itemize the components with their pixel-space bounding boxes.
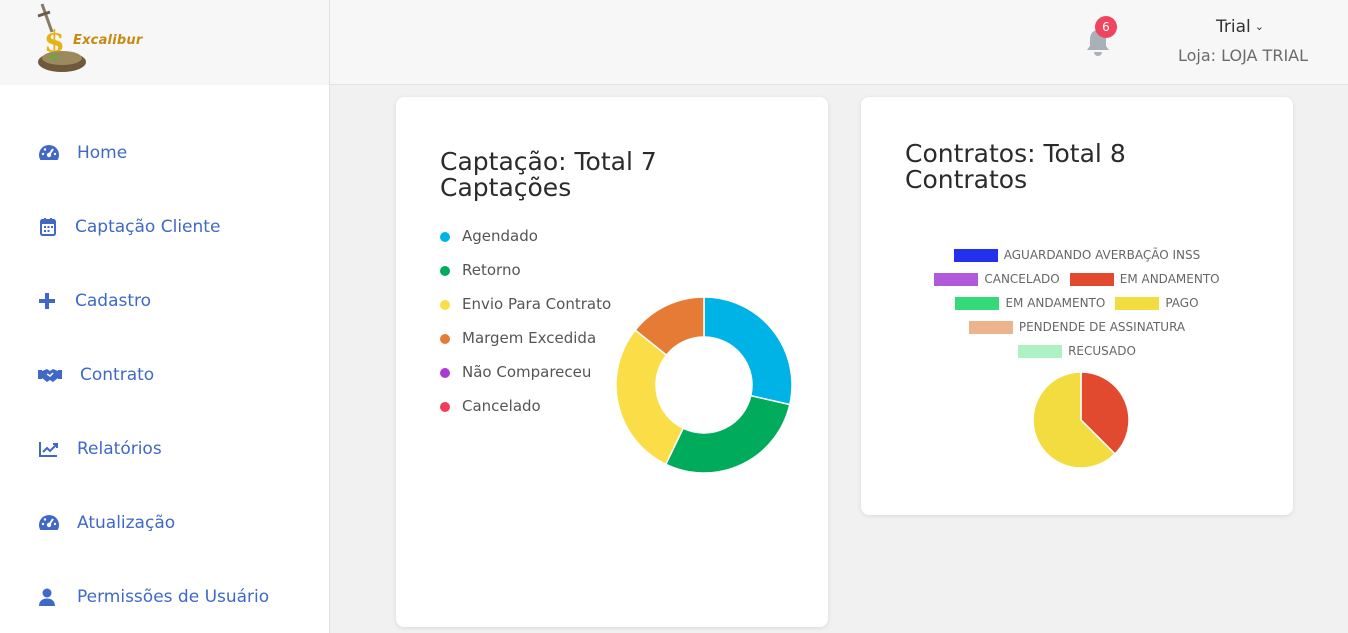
slice-envio-para-contrato[interactable] xyxy=(615,329,685,466)
chart-line-icon xyxy=(38,439,60,459)
legend-label: Agendado xyxy=(462,227,538,245)
legend-label: EM ANDAMENTO xyxy=(1005,296,1106,310)
legend-swatch xyxy=(1115,296,1160,310)
legend-item-retorno[interactable]: Retorno xyxy=(440,258,620,283)
legend-dot xyxy=(440,334,450,344)
legend-label: RECUSADO xyxy=(1068,344,1136,358)
sidebar-item-permissoes[interactable]: Permissões de Usuário xyxy=(38,587,269,607)
calendar-icon xyxy=(38,217,60,237)
excalibur-logo-icon: $ xyxy=(37,3,86,72)
user-icon xyxy=(38,587,60,607)
sidebar-item-atualizacao[interactable]: Atualização xyxy=(38,513,175,533)
plus-icon xyxy=(38,291,60,311)
legend-label: Não Compareceu xyxy=(462,363,592,381)
dashboard-icon xyxy=(38,513,60,533)
legend-dot xyxy=(440,300,450,310)
sidebar-item-label: Cadastro xyxy=(75,291,152,311)
legend-item-aguardando[interactable]: AGUARDANDO AVERBAÇÃO INSS xyxy=(953,248,1201,262)
logo[interactable]: $ Excalibur xyxy=(0,0,330,85)
legend-item-cancelado[interactable]: CANCELADO xyxy=(934,272,1060,286)
legend-dot xyxy=(440,368,450,378)
legend-label: PAGO xyxy=(1165,296,1199,310)
sidebar-item-label: Contrato xyxy=(80,365,155,385)
contratos-title: Contratos: Total 8 Contratos xyxy=(905,139,1126,194)
legend-swatch xyxy=(1018,344,1063,358)
sidebar-item-label: Permissões de Usuário xyxy=(77,587,270,607)
top-header: $ Excalibur 6 Trial ⌄ Loja: LOJA TRIAL xyxy=(0,0,1348,85)
dashboard-icon xyxy=(38,143,60,163)
store-label: Loja: LOJA TRIAL xyxy=(1178,46,1309,65)
legend-dot xyxy=(440,266,450,276)
slice-agendado[interactable] xyxy=(703,296,793,406)
sidebar: Home Captação Cliente Cadastro Contrato … xyxy=(0,85,330,633)
captacao-card: Captação: Total 7 Captações Agendado Ret… xyxy=(396,97,828,627)
legend-label: Retorno xyxy=(462,261,521,279)
sidebar-item-home[interactable]: Home xyxy=(38,143,127,163)
user-name: Trial xyxy=(1216,17,1251,37)
legend-label: CANCELADO xyxy=(984,272,1060,286)
legend-label: AGUARDANDO AVERBAÇÃO INSS xyxy=(1003,248,1201,262)
user-menu[interactable]: Trial ⌄ xyxy=(1216,17,1264,37)
sidebar-item-label: Atualização xyxy=(77,513,176,533)
legend-label: PENDENDE DE ASSINATURA xyxy=(1018,320,1186,334)
legend-item-em-andamento-1[interactable]: EM ANDAMENTO xyxy=(1069,272,1220,286)
sidebar-item-label: Captação Cliente xyxy=(75,217,221,237)
legend-item-recusado[interactable]: RECUSADO xyxy=(1018,344,1136,358)
legend-dot xyxy=(440,402,450,412)
legend-label: Envio Para Contrato xyxy=(462,295,612,313)
captacao-legend: Agendado Retorno Envio Para Contrato Mar… xyxy=(440,224,620,433)
slice-margem-excedida[interactable] xyxy=(634,296,705,357)
legend-swatch xyxy=(955,296,1000,310)
legend-item-pago[interactable]: PAGO xyxy=(1115,296,1199,310)
legend-item-em-andamento-2[interactable]: EM ANDAMENTO xyxy=(955,296,1105,310)
legend-item-cancelado[interactable]: Cancelado xyxy=(440,394,620,419)
sidebar-item-contrato[interactable]: Contrato xyxy=(38,365,154,385)
legend-dot xyxy=(440,232,450,242)
sidebar-item-cadastro[interactable]: Cadastro xyxy=(38,291,151,311)
legend-label: Margem Excedida xyxy=(462,329,597,347)
legend-item-pendende[interactable]: PENDENDE DE ASSINATURA xyxy=(968,320,1186,334)
sidebar-item-label: Home xyxy=(77,143,128,163)
captacao-title: Captação: Total 7 Captações xyxy=(440,147,657,202)
slice-pago[interactable] xyxy=(1032,371,1117,469)
legend-label: EM ANDAMENTO xyxy=(1119,272,1220,286)
chevron-down-icon: ⌄ xyxy=(1254,20,1264,33)
contratos-card: Contratos: Total 8 Contratos AGUARDANDO … xyxy=(861,97,1293,515)
sidebar-item-captacao-cliente[interactable]: Captação Cliente xyxy=(38,217,220,237)
legend-item-envio-para-contrato[interactable]: Envio Para Contrato xyxy=(440,292,620,317)
legend-label: Cancelado xyxy=(462,397,541,415)
slice-retorno[interactable] xyxy=(664,394,791,474)
legend-item-agendado[interactable]: Agendado xyxy=(440,224,620,249)
handshake-icon xyxy=(38,365,62,385)
legend-item-nao-compareceu[interactable]: Não Compareceu xyxy=(440,360,620,385)
sidebar-item-relatorios[interactable]: Relatórios xyxy=(38,439,162,459)
legend-item-margem-excedida[interactable]: Margem Excedida xyxy=(440,326,620,351)
legend-swatch xyxy=(1069,272,1114,286)
contratos-pie-chart xyxy=(1032,371,1130,469)
sidebar-item-label: Relatórios xyxy=(77,439,162,459)
legend-swatch xyxy=(953,248,998,262)
notification-badge[interactable]: 6 xyxy=(1095,16,1117,38)
captacao-donut-chart xyxy=(615,296,793,474)
legend-swatch xyxy=(968,320,1013,334)
logo-text: Excalibur xyxy=(73,33,143,48)
contratos-legend: AGUARDANDO AVERBAÇÃO INSS CANCELADO EM A… xyxy=(861,243,1293,363)
slice-em-andamento[interactable] xyxy=(1080,371,1130,456)
legend-swatch xyxy=(934,272,979,286)
